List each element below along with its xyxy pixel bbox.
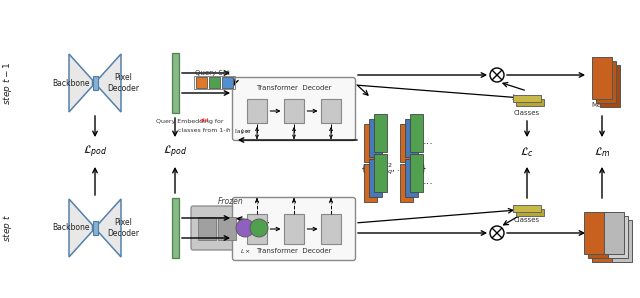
Text: ...: ... [423, 176, 434, 186]
Bar [247, 99, 267, 123]
Bar [513, 204, 541, 212]
Polygon shape [97, 54, 121, 112]
Bar [584, 212, 604, 254]
Bar [321, 214, 341, 244]
Bar [516, 209, 544, 215]
FancyBboxPatch shape [232, 198, 355, 260]
Text: $L\times$: $L\times$ [240, 127, 251, 135]
Bar [404, 119, 417, 157]
Text: Query Embedding for: Query Embedding for [156, 119, 225, 123]
Bar [172, 53, 179, 113]
Polygon shape [97, 199, 121, 257]
Text: ...: ... [423, 136, 434, 146]
Text: $\mathcal{L}_{pod}$: $\mathcal{L}_{pod}$ [83, 144, 108, 160]
Text: $\mathcal{L}_{m}$: $\mathcal{L}_{m}$ [593, 145, 611, 159]
Polygon shape [69, 199, 93, 257]
Text: Pixel
Decoder: Pixel Decoder [107, 218, 139, 238]
Text: Transformer  Decoder: Transformer Decoder [256, 248, 332, 254]
Text: Frozen: Frozen [218, 198, 244, 207]
Polygon shape [69, 54, 93, 112]
Bar [600, 65, 620, 107]
Bar [592, 57, 612, 99]
Circle shape [236, 219, 254, 237]
Bar [198, 217, 216, 240]
Bar [196, 77, 207, 88]
Text: Pixel
Decoder: Pixel Decoder [107, 73, 139, 93]
Bar [374, 154, 387, 192]
Bar [516, 99, 544, 105]
Bar [369, 119, 381, 157]
Bar [93, 76, 97, 90]
Text: step $t$: step $t$ [1, 214, 15, 242]
Text: step $t-1$: step $t-1$ [1, 61, 15, 105]
FancyBboxPatch shape [232, 77, 355, 140]
Bar [247, 214, 267, 244]
Bar [222, 77, 233, 88]
Text: Backbone: Backbone [52, 224, 90, 232]
Bar [93, 221, 97, 235]
Text: Masks: Masks [591, 102, 613, 108]
Bar [172, 198, 179, 258]
Bar [513, 94, 541, 102]
Text: $\{\mathcal{L}_q^1, \mathcal{L}_q^2, \ldots, \mathcal{L}_q^L\}$: $\{\mathcal{L}_q^1, \mathcal{L}_q^2, \ld… [360, 161, 426, 177]
Circle shape [250, 219, 268, 237]
Bar [284, 99, 304, 123]
Bar [374, 114, 387, 152]
FancyBboxPatch shape [191, 206, 271, 250]
Bar [364, 164, 376, 202]
Bar [284, 214, 304, 244]
Bar [608, 216, 628, 258]
Bar [369, 159, 381, 197]
Bar [364, 124, 376, 162]
Bar [404, 159, 417, 197]
Text: Masks: Masks [591, 255, 613, 261]
Text: Query Set: Query Set [195, 70, 230, 76]
Text: Transformer  Decoder: Transformer Decoder [256, 85, 332, 91]
Bar [209, 77, 220, 88]
Bar [596, 61, 616, 103]
Bar [604, 212, 624, 254]
Text: $\mathcal{L}_{c}$: $\mathcal{L}_{c}$ [520, 145, 534, 159]
Bar [410, 154, 422, 192]
Text: Classes: Classes [514, 217, 540, 223]
Text: Classes: Classes [514, 110, 540, 116]
Text: classes from 1-: classes from 1- [177, 128, 225, 134]
Text: th: th [226, 128, 232, 134]
Text: $L\times$: $L\times$ [240, 247, 251, 255]
Bar [399, 124, 413, 162]
Bar [612, 220, 632, 262]
Text: layer: layer [233, 128, 251, 134]
Bar [588, 216, 608, 258]
Bar [592, 220, 612, 262]
Text: old: old [200, 119, 209, 123]
Bar [218, 217, 236, 240]
Bar [194, 76, 235, 89]
Text: Backbone: Backbone [52, 78, 90, 88]
Text: $\mathcal{L}_{pod}$: $\mathcal{L}_{pod}$ [163, 144, 188, 160]
Bar [410, 114, 422, 152]
Bar [321, 99, 341, 123]
Bar [399, 164, 413, 202]
